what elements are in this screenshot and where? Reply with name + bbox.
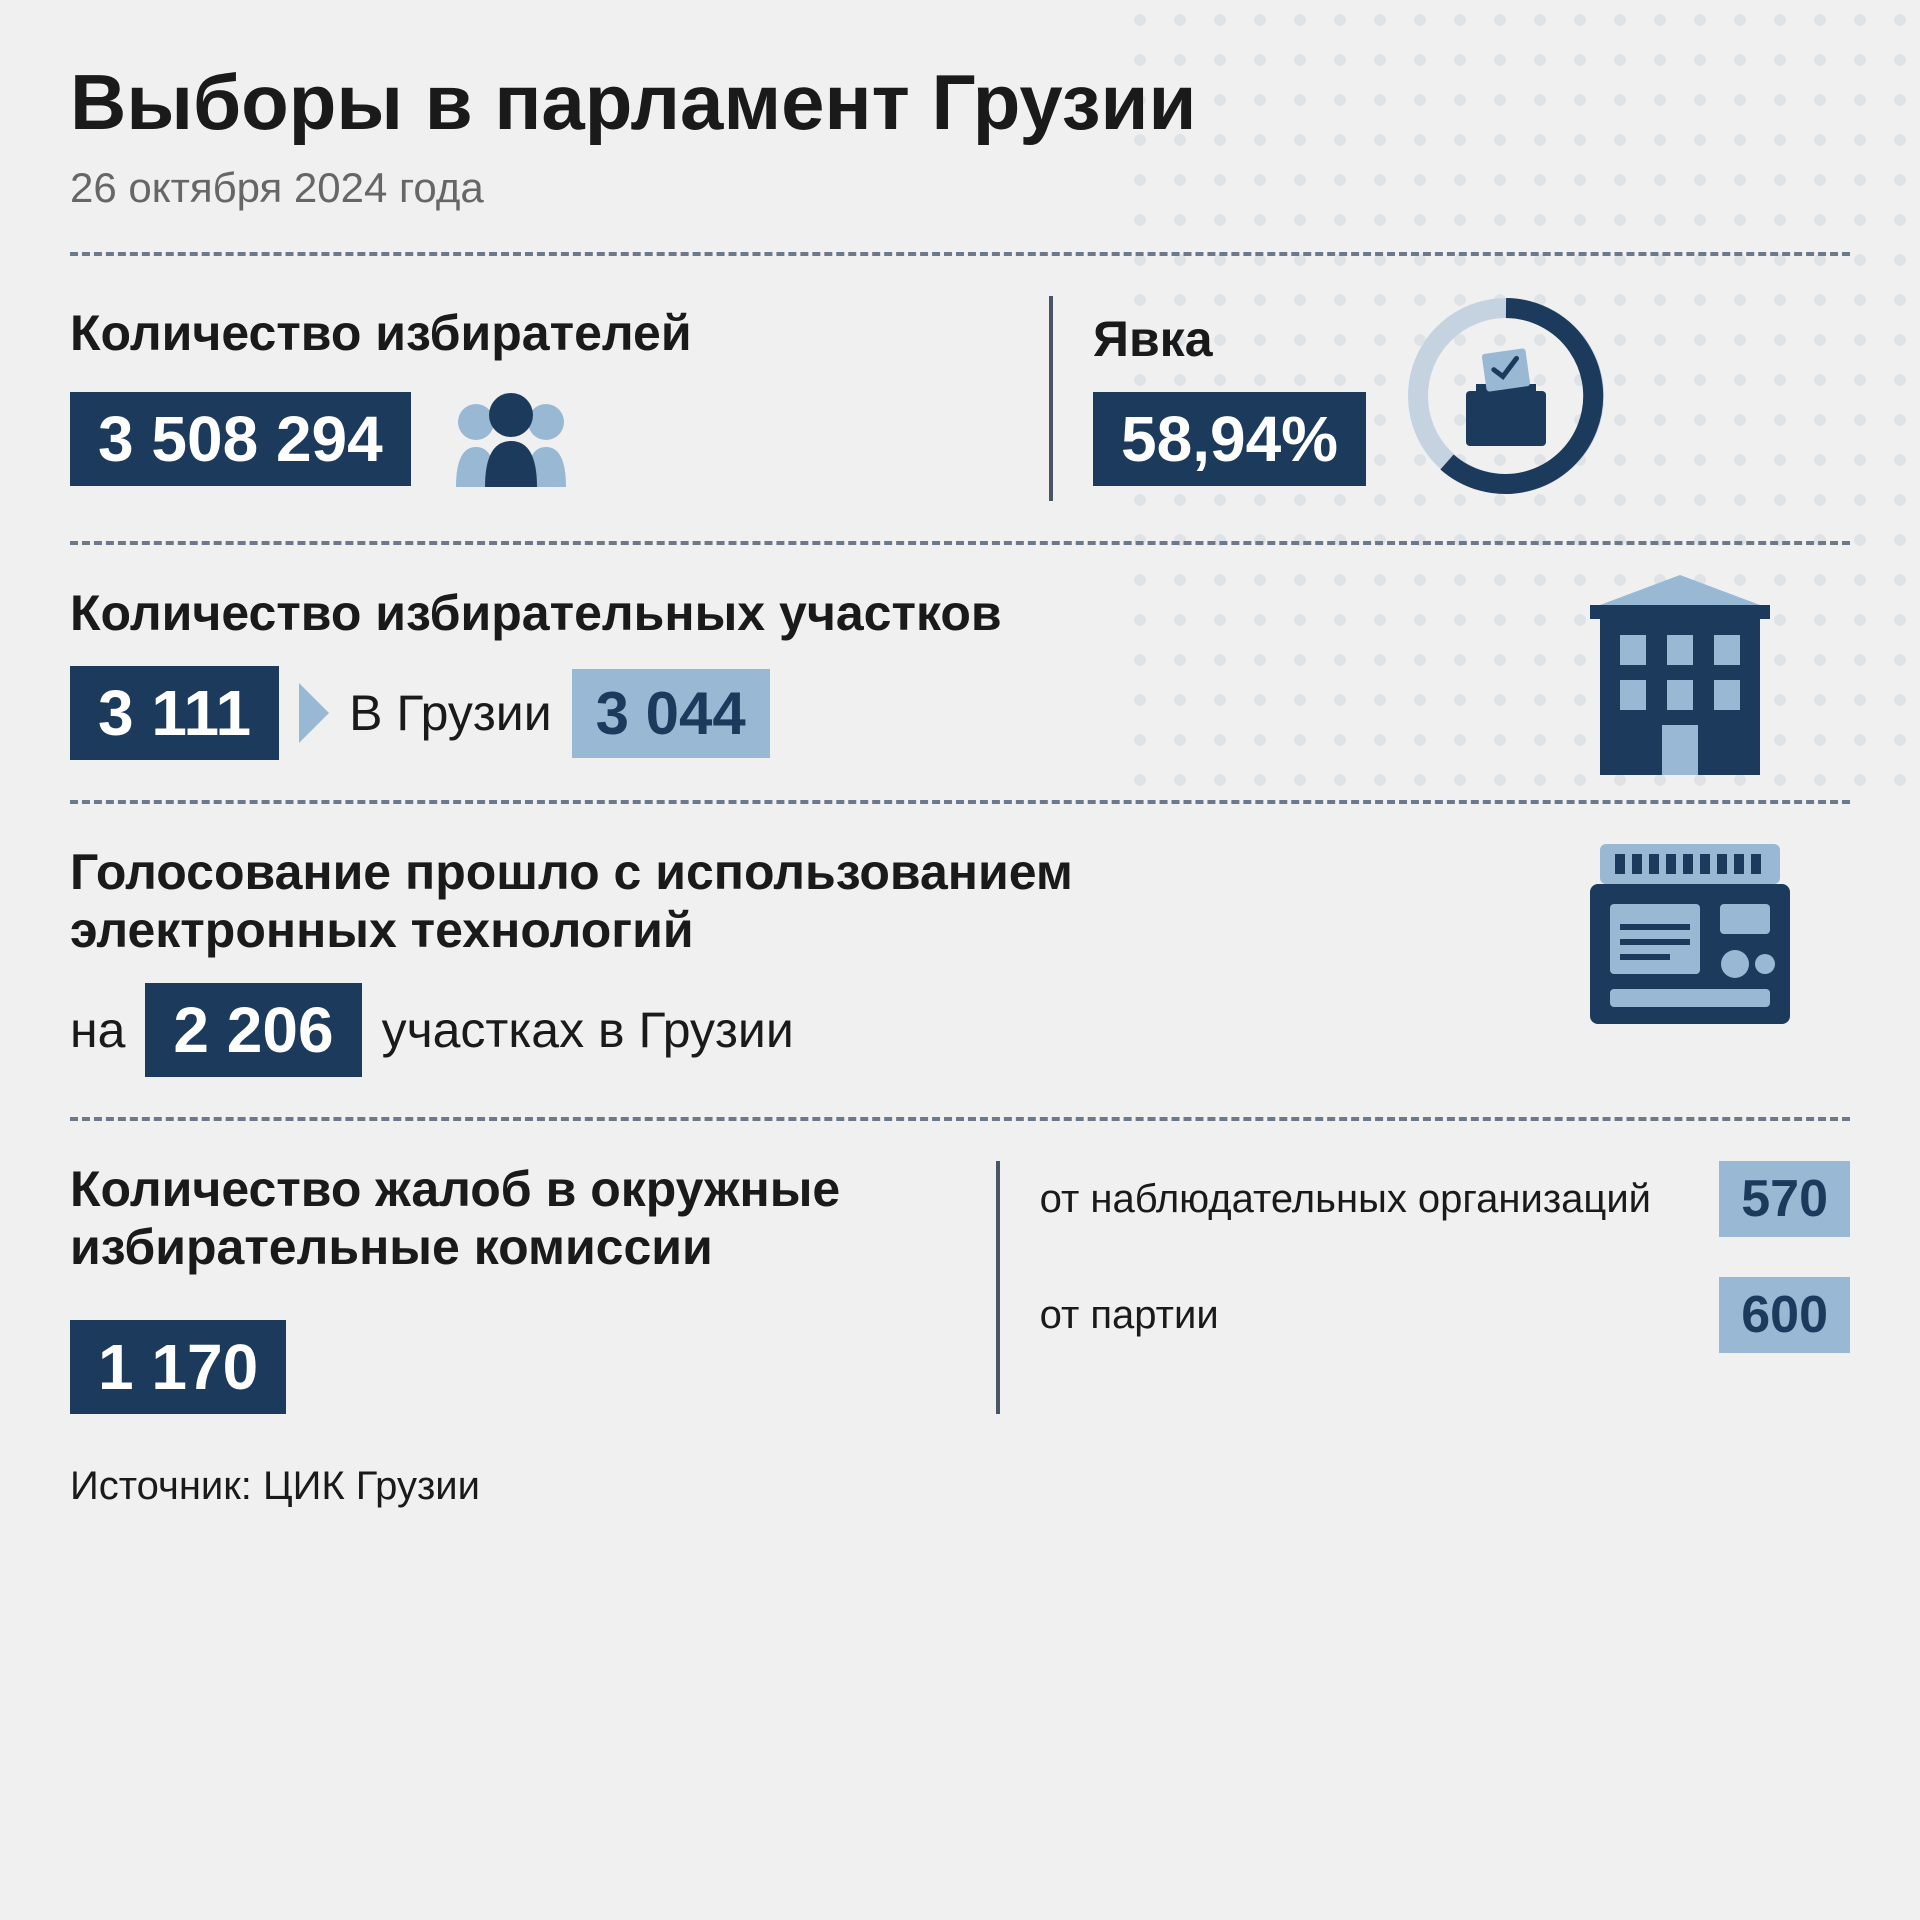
complaints-label: Количество жалоб в окружные избирательны… [70,1161,920,1276]
electronic-label: Голосование прошло с использованием элек… [70,844,1170,959]
main-title: Выборы в парламент Грузии [70,60,1850,146]
electronic-suffix: участках в Грузии [382,1001,794,1059]
source-attribution: Источник: ЦИК Грузии [70,1464,1850,1509]
complaint-parties-label: от партии [1040,1293,1700,1337]
building-icon [1570,565,1790,790]
stations-total: 3 111 [70,666,279,760]
complaint-row-observers: от наблюдательных организаций 570 [1040,1161,1850,1237]
row-voters-turnout: Количество избирателей 3 508 294 [70,256,1850,541]
complaint-row-parties: от партии 600 [1040,1277,1850,1353]
voters-block: Количество избирателей 3 508 294 [70,296,1049,501]
voters-label: Количество избирателей [70,305,1049,363]
voting-machine-icon [1570,824,1810,1049]
complaint-parties-value: 600 [1719,1277,1850,1353]
row-electronic: Голосование прошло с использованием элек… [70,804,1850,1117]
arrow-icon [299,683,329,743]
complaints-breakdown: от наблюдательных организаций 570 от пар… [996,1161,1850,1414]
complaint-observers-label: от наблюдательных организаций [1040,1177,1700,1221]
row-stations: Количество избирательных участков 3 111 … [70,545,1850,801]
turnout-label: Явка [1093,311,1366,369]
stations-georgia-value: 3 044 [572,669,770,758]
row-complaints: Количество жалоб в окружные избирательны… [70,1121,1850,1434]
complaints-total-block: Количество жалоб в окружные избирательны… [70,1161,996,1414]
electronic-value: 2 206 [145,983,361,1077]
turnout-block: Явка 58,94% [1049,296,1850,501]
complaint-observers-value: 570 [1719,1161,1850,1237]
infographic-content: Выборы в парламент Грузии 26 октября 202… [0,0,1920,1549]
stations-georgia-label: В Грузии [349,684,552,742]
electronic-prefix: на [70,1001,125,1059]
ballot-box-icon [1406,296,1606,501]
turnout-value: 58,94% [1093,392,1366,486]
voters-value: 3 508 294 [70,392,411,486]
complaints-total: 1 170 [70,1320,286,1414]
date-subtitle: 26 октября 2024 года [70,164,1850,212]
people-icon [441,387,581,492]
